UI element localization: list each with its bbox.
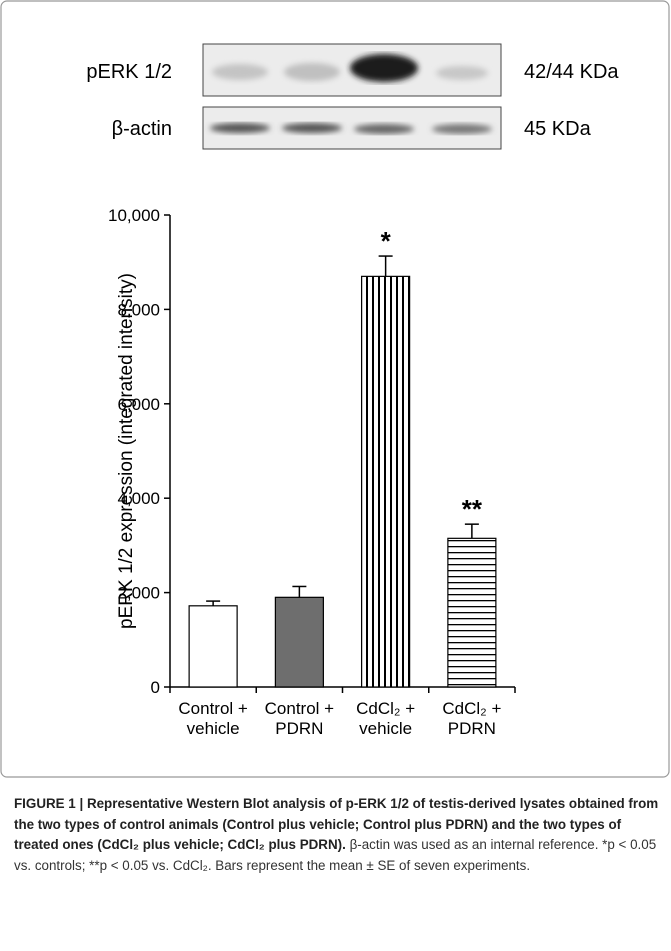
y-tick-label: 10,000: [108, 206, 160, 225]
blot-label: pERK 1/2: [86, 61, 172, 83]
bar: [274, 596, 324, 688]
caption-title: FIGURE 1 | Representative Western Blot a…: [14, 796, 659, 852]
y-tick-label: 2,000: [117, 584, 160, 603]
caption: FIGURE 1 | Representative Western Blot a…: [14, 794, 660, 876]
blot-size: 45 KDa: [524, 118, 592, 140]
y-tick-label: 4,000: [117, 489, 160, 508]
blot: pERK 1/2 β-actin 42/44 KDa 45 KDa: [86, 43, 619, 150]
annotation: **: [462, 494, 483, 524]
bar: [361, 275, 411, 688]
blot-size: 42/44 KDa: [524, 61, 619, 83]
x-tick-label: Control + PDRN: [264, 699, 335, 738]
bar: [188, 605, 238, 688]
x-tick-label: CdCl₂ + PDRN: [442, 699, 502, 738]
figure-frame: [0, 0, 670, 778]
bar: [447, 537, 497, 688]
caption-text: β-actin was used as an internal referenc…: [14, 837, 657, 873]
annotation: *: [381, 226, 392, 256]
x-tick-label: Control + vehicle: [178, 699, 248, 738]
x-tick-label: CdCl₂ + vehicle: [356, 699, 416, 738]
y-tick-label: 8,000: [117, 300, 160, 319]
blot-label: β-actin: [112, 118, 172, 140]
y-axis-label: pERK 1/2 expression (integrated intensit…: [116, 273, 137, 629]
chart: 0 2,000 4,000 6,000 8,000 10,000 pERK 1/2 expr…: [108, 206, 516, 697]
y-tick-label: 0: [151, 678, 160, 697]
y-tick-label: 6,000: [117, 395, 160, 414]
